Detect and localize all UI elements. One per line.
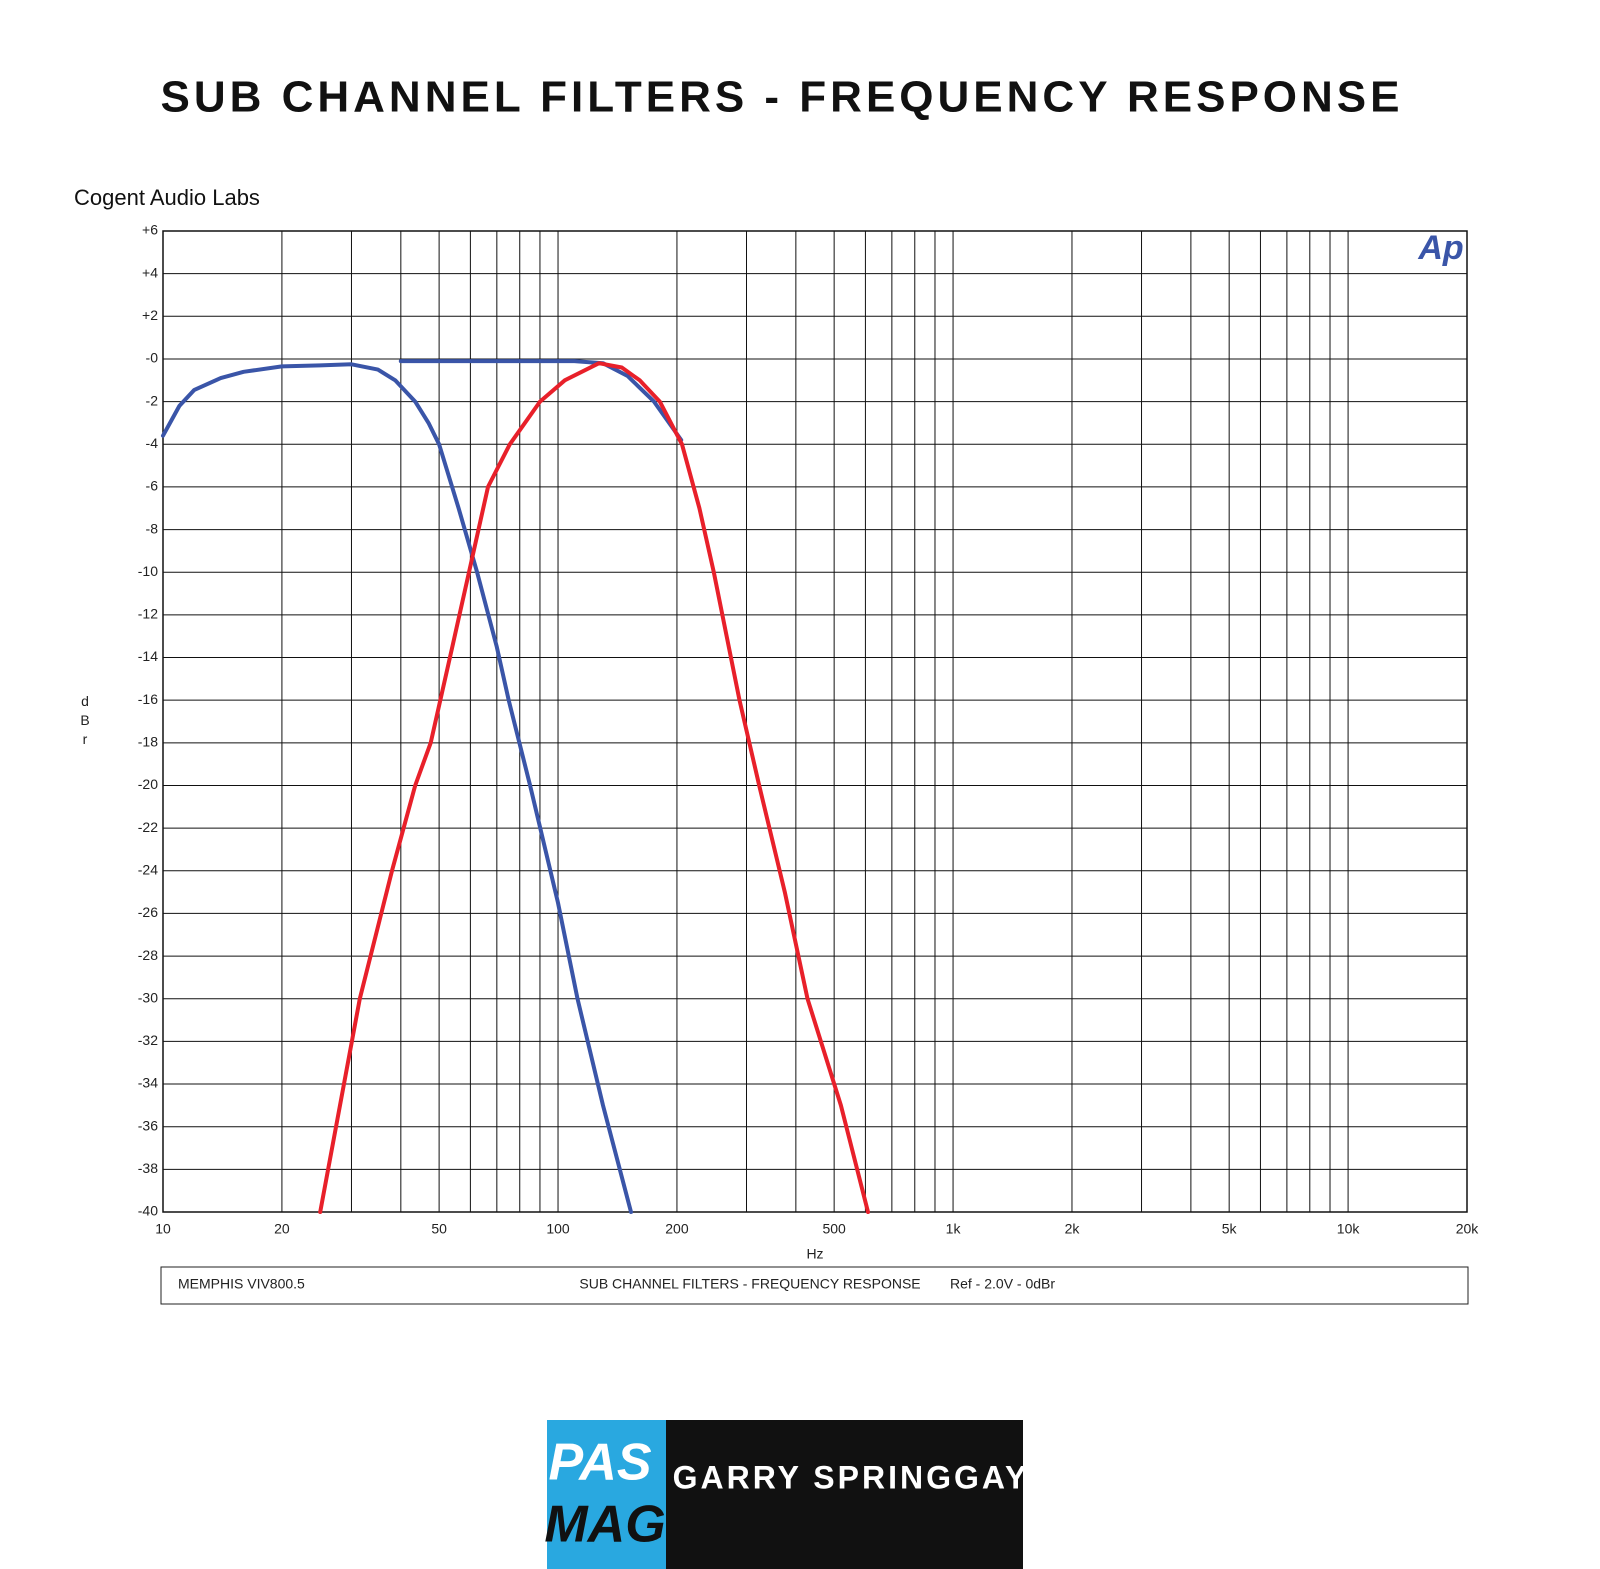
y-tick-label: -10 (138, 563, 158, 579)
x-tick-label: 500 (822, 1221, 846, 1237)
y-tick-label: -36 (138, 1117, 158, 1133)
source-label: Cogent Audio Labs (74, 185, 260, 210)
x-tick-label: 2k (1065, 1221, 1081, 1237)
y-tick-label: -0 (146, 350, 159, 366)
author-bg (666, 1420, 1023, 1569)
y-tick-label: -20 (138, 776, 158, 792)
series-line (318, 361, 870, 1214)
y-tick-label: -2 (146, 392, 159, 408)
y-tick-label: -8 (146, 520, 159, 536)
y-tick-label: -22 (138, 819, 158, 835)
x-tick-label: 20k (1456, 1221, 1480, 1237)
y-tick-label: -40 (138, 1203, 158, 1219)
x-tick-label: 1k (946, 1221, 962, 1237)
y-tick-label: -4 (146, 435, 159, 451)
y-tick-label: -24 (138, 861, 158, 877)
footer-center: SUB CHANNEL FILTERS - FREQUENCY RESPONSE (579, 1276, 920, 1292)
plot-frame (162, 230, 1468, 1213)
brand-bottom: MAG (544, 1496, 665, 1554)
y-tick-label: +4 (142, 264, 158, 280)
y-tick-label: -38 (138, 1160, 158, 1176)
x-tick-label: 10k (1337, 1221, 1361, 1237)
y-tick-label: -12 (138, 606, 158, 622)
ap-logo: Ap (1417, 229, 1463, 267)
footer-left: MEMPHIS VIV800.5 (178, 1276, 305, 1292)
footer-right: Ref - 2.0V - 0dBr (950, 1276, 1055, 1292)
series-line (161, 362, 633, 1214)
y-axis-label: dBr (80, 693, 90, 747)
y-tick-label: +6 (142, 222, 158, 238)
y-tick-label: -14 (138, 648, 158, 664)
y-tick-label: -28 (138, 947, 158, 963)
y-tick-label: +2 (142, 307, 158, 323)
y-tick-label: -18 (138, 734, 158, 750)
x-tick-label: 10 (155, 1221, 171, 1237)
y-tick-label: -26 (138, 904, 158, 920)
x-tick-label: 50 (431, 1221, 447, 1237)
x-tick-label: 100 (546, 1221, 570, 1237)
brand-top: PAS (548, 1434, 651, 1492)
footer-box (160, 1266, 1469, 1305)
y-tick-label: -6 (146, 478, 159, 494)
y-tick-label: -30 (138, 989, 158, 1005)
y-tick-label: -16 (138, 691, 158, 707)
y-tick-label: -32 (138, 1032, 158, 1048)
x-tick-label: 5k (1222, 1221, 1238, 1237)
brand-logo-bg (547, 1420, 666, 1569)
x-axis-label: Hz (806, 1246, 823, 1262)
y-tick-label: -34 (138, 1075, 158, 1091)
x-tick-label: 200 (665, 1221, 689, 1237)
chart-title: SUB CHANNEL FILTERS - FREQUENCY RESPONSE (160, 73, 1403, 122)
x-tick-label: 20 (274, 1221, 290, 1237)
author-name: GARRY SPRINGGAY (673, 1459, 1030, 1495)
